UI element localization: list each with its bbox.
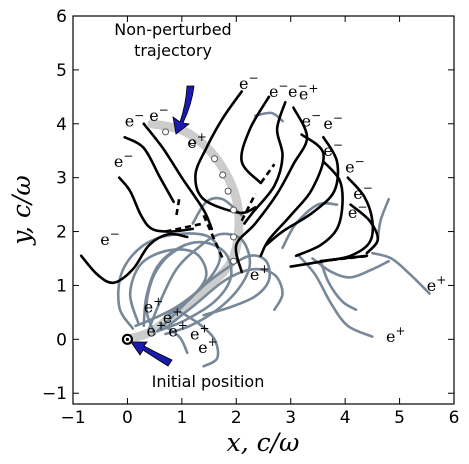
unperturbed-marker-0 bbox=[162, 128, 170, 136]
x-axis-label: x, c/ω bbox=[227, 428, 300, 457]
particle-label-14: e− bbox=[348, 200, 368, 222]
particle-label-5: e− bbox=[239, 71, 259, 93]
particle-label-6: e− bbox=[269, 79, 289, 101]
axis-ticks: −1 0 1 2 3 4 5 6 −1 0 1 2 3 4 5 6 bbox=[42, 7, 459, 428]
y-tick-label-0: −1 bbox=[42, 384, 67, 404]
y-tick-label-3: 2 bbox=[56, 223, 67, 243]
unperturbed-marker-5 bbox=[230, 206, 238, 214]
electron-track-10 bbox=[294, 160, 344, 258]
positron-track-3 bbox=[147, 232, 252, 336]
electron-track-2 bbox=[123, 135, 175, 204]
y-tick-label-6: 5 bbox=[56, 61, 67, 81]
unperturbed-marker-4 bbox=[224, 187, 232, 195]
particle-label-11: e− bbox=[323, 138, 343, 160]
particle-label-10: e− bbox=[323, 111, 343, 133]
positron-track-12 bbox=[311, 257, 390, 279]
electron-dash-0 bbox=[165, 222, 204, 233]
x-tick-label-2: 1 bbox=[176, 408, 187, 428]
electron-dash-1 bbox=[202, 214, 224, 260]
particle-label-18: e+ bbox=[144, 294, 164, 316]
y-tick-label-2: 1 bbox=[56, 276, 67, 296]
particle-label-4: e+ bbox=[187, 130, 207, 152]
plot-area: e−e−e− e−e+e−e− e−e+e− e−e−e−e−e−e+e+e+e+e+… bbox=[79, 71, 447, 368]
positron-track-8 bbox=[158, 321, 189, 355]
particle-label-8: e+ bbox=[299, 82, 319, 104]
positron-track-11 bbox=[297, 254, 374, 338]
initial-position-annotation: Initial position bbox=[152, 372, 265, 391]
positron-track-9 bbox=[281, 201, 339, 250]
x-tick-label-3: 2 bbox=[231, 408, 242, 428]
particle-label-15: e+ bbox=[250, 262, 270, 284]
particle-label-1: e− bbox=[114, 149, 134, 171]
particle-label-20: e+ bbox=[146, 319, 166, 341]
initial-position-dot bbox=[125, 337, 130, 341]
y-tick-label-1: 0 bbox=[56, 330, 67, 350]
particle-label-17: e+ bbox=[386, 324, 406, 346]
unperturbed-marker-7 bbox=[230, 257, 238, 265]
y-tick-label-7: 6 bbox=[56, 7, 67, 27]
electron-dash-3 bbox=[259, 163, 276, 184]
y-tick-label-5: 4 bbox=[56, 115, 67, 135]
particle-label-0: e− bbox=[100, 227, 120, 249]
electron-track-0 bbox=[79, 232, 189, 285]
electron-dash-2 bbox=[175, 199, 181, 216]
electron-track-8 bbox=[259, 133, 325, 258]
x-tick-label-6: 5 bbox=[394, 408, 405, 428]
particle-label-16: e+ bbox=[427, 273, 447, 295]
electron-track-6 bbox=[243, 100, 287, 225]
x-tick-label-0: −1 bbox=[60, 408, 85, 428]
initial-position-arrow bbox=[130, 341, 173, 367]
electron-dash-4 bbox=[240, 193, 257, 222]
electron-track-5 bbox=[240, 95, 271, 185]
plot-frame bbox=[72, 15, 455, 405]
particle-label-7: e− bbox=[288, 79, 308, 101]
particle-label-2: e− bbox=[125, 108, 145, 130]
positron-track-13 bbox=[319, 259, 358, 311]
unperturbed-arrow bbox=[172, 85, 195, 135]
positron-track-14 bbox=[371, 251, 431, 295]
electron-track-1 bbox=[117, 176, 195, 233]
x-tick-label-1: 0 bbox=[122, 408, 133, 428]
unperturbed-marker-2 bbox=[211, 155, 219, 163]
positron-track-5 bbox=[166, 267, 284, 328]
particle-label-22: e+ bbox=[190, 321, 210, 343]
particle-label-3: e− bbox=[149, 103, 169, 125]
x-tick-label-7: 6 bbox=[449, 408, 460, 428]
particle-label-19: e+ bbox=[163, 305, 183, 327]
y-axis-label: y, c/ω bbox=[7, 175, 36, 246]
y-tick-label-4: 3 bbox=[56, 169, 67, 189]
x-tick-label-4: 3 bbox=[285, 408, 296, 428]
electron-track-12 bbox=[349, 203, 380, 255]
unperturbed-marker-3 bbox=[219, 171, 227, 179]
positron-track-6 bbox=[145, 243, 186, 336]
unperturbed-annotation-line2: trajectory bbox=[134, 41, 212, 60]
positron-track-4 bbox=[156, 254, 272, 333]
unperturbed-annotation-line1: Non-perturbed bbox=[114, 20, 231, 39]
positron-track-7 bbox=[175, 308, 220, 368]
unperturbed-marker-6 bbox=[230, 233, 238, 241]
particle-label-21: e+ bbox=[168, 319, 188, 341]
particle-label-13: e− bbox=[353, 181, 373, 203]
electron-track-3 bbox=[142, 122, 214, 231]
unperturbed-marker-1 bbox=[189, 139, 197, 147]
particle-label-23: e+ bbox=[198, 335, 218, 357]
annotation-layer: Non-perturbed trajectory Initial positio… bbox=[114, 20, 264, 391]
particle-label-9: e− bbox=[302, 108, 322, 130]
electron-dash-5 bbox=[320, 254, 370, 263]
electron-track-4 bbox=[194, 90, 257, 215]
particle-label-12: e− bbox=[345, 154, 365, 176]
x-tick-label-5: 4 bbox=[340, 408, 351, 428]
electron-track-9 bbox=[264, 135, 340, 247]
